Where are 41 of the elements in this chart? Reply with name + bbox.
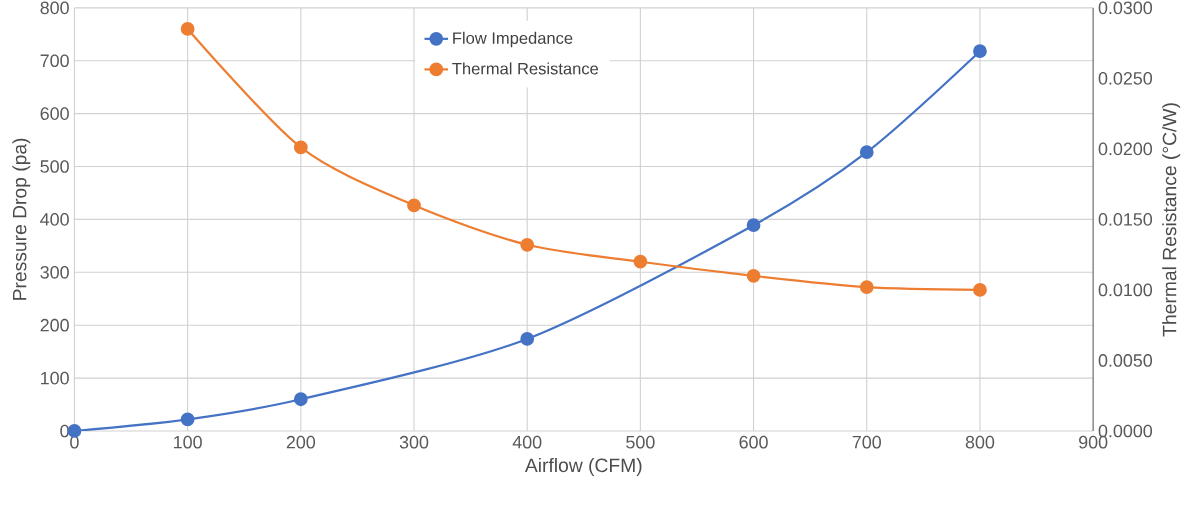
- x-tick-label: 800: [965, 435, 995, 449]
- y2-tick-label: 0.0250: [1098, 71, 1153, 85]
- x-tick-label: 100: [174, 435, 202, 449]
- x-tick-label: 500: [626, 435, 655, 449]
- point: [180, 412, 195, 427]
- y-axis-title: Pressure Drop (pa): [12, 138, 31, 300]
- x-tick-label: 700: [852, 435, 881, 449]
- x-tick-label: 400: [512, 435, 542, 449]
- point: [859, 280, 874, 294]
- y2-tick-label: 0.0050: [1098, 353, 1153, 367]
- y2-tick-label: 0.0100: [1098, 283, 1153, 297]
- point: [520, 331, 535, 346]
- y-tick-label: 400: [40, 212, 69, 226]
- point: [293, 392, 308, 406]
- y-tick-label: 100: [41, 371, 69, 385]
- y2-tick-label: 0.0150: [1098, 212, 1153, 226]
- x-tick-label: 200: [286, 435, 316, 449]
- point: [746, 218, 761, 232]
- x-tick-label: 300: [399, 435, 429, 449]
- point: [859, 145, 874, 159]
- y-tick-label: 800: [40, 1, 69, 15]
- x-tick-label: 600: [739, 435, 768, 449]
- y-tick-label: 300: [40, 265, 69, 279]
- y2-axis-title: Thermal Resistance (°C/W): [1162, 103, 1181, 337]
- legend-label: Thermal Resistance: [452, 62, 599, 75]
- y-tick-label: 200: [40, 318, 69, 332]
- y-tick-label: 700: [40, 54, 69, 67]
- point: [407, 198, 421, 213]
- point: [293, 140, 308, 155]
- legend-label: Flow Impedance: [453, 31, 573, 48]
- point: [973, 282, 987, 297]
- point: [520, 237, 535, 252]
- y-tick-label: 500: [40, 160, 69, 173]
- point: [180, 21, 195, 36]
- y2-tick-label: 0.0300: [1098, 1, 1153, 15]
- point: [633, 254, 648, 269]
- x-axis-title: Airflow (CFM): [524, 457, 642, 476]
- point: [973, 44, 987, 58]
- y2-tick-label: 0.0200: [1098, 142, 1153, 156]
- y-tick-label: 600: [40, 107, 69, 120]
- point: [746, 268, 761, 283]
